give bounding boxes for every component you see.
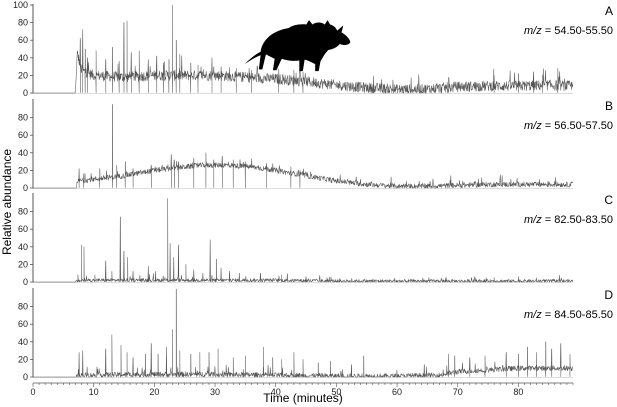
trace-line [33, 104, 574, 189]
x-axis: 0 10 20 30 40 50 60 70 80 [30, 382, 574, 397]
y-tick-label: 100 [13, 0, 28, 10]
y-tick-label: 40 [18, 242, 28, 252]
y-tick-label: 60 [18, 224, 28, 234]
mz-symbol: m/z [524, 120, 542, 132]
panel-a: 0 20 40 60 80 100 Am/z = 54.50-55.50 [13, 0, 613, 98]
panels-group: 0 20 40 60 80 100 Am/z = 54.50-55.50 0 20 40 60 80 B… [13, 0, 613, 382]
y-tick-label: 0 [23, 372, 28, 382]
trace-line [33, 198, 574, 283]
y-tick-label: 40 [18, 337, 28, 347]
y-tick-label: 80 [18, 18, 28, 28]
y-tick-label: 80 [18, 207, 28, 217]
panel-d: 0 20 40 60 80 Dm/z = 84.50-85.50 [18, 288, 613, 382]
x-tick-label: 70 [453, 387, 463, 397]
y-tick-label: 80 [18, 302, 28, 312]
trace-line [33, 288, 574, 378]
mz-symbol: m/z [524, 25, 542, 37]
mz-symbol: m/z [524, 309, 542, 321]
y-tick-label: 80 [18, 113, 28, 123]
x-tick-label: 80 [513, 387, 523, 397]
trace-line [33, 4, 574, 94]
ceratopsian-dinosaur-silhouette [244, 20, 351, 72]
panel-letter: B [605, 99, 613, 113]
panel-letter: C [604, 193, 613, 207]
y-tick-label: 60 [18, 35, 28, 45]
panel-b: 0 20 40 60 80 Bm/z = 56.50-57.50 [18, 99, 613, 193]
x-tick-label: 60 [392, 387, 402, 397]
y-tick-label: 0 [23, 88, 28, 98]
x-axis-title: Time (minutes) [263, 391, 343, 405]
panel-letter: A [605, 4, 613, 18]
mz-range-label: m/z = 54.50-55.50 [524, 25, 613, 37]
mz-symbol: m/z [524, 214, 542, 226]
y-tick-label: 20 [18, 165, 28, 175]
mz-range-label: m/z = 84.50-85.50 [524, 309, 613, 321]
x-tick-label: 10 [89, 387, 99, 397]
x-tick-label: 20 [149, 387, 159, 397]
y-tick-label: 20 [18, 354, 28, 364]
x-tick-label: 40 [271, 387, 281, 397]
mz-range-value: = 54.50-55.50 [542, 25, 613, 37]
mz-range-label: m/z = 56.50-57.50 [524, 120, 613, 132]
y-tick-label: 0 [23, 277, 28, 287]
mz-range-value: = 82.50-83.50 [542, 214, 613, 226]
panel-letter: D [604, 288, 613, 302]
mz-range-value: = 56.50-57.50 [542, 120, 613, 132]
y-tick-label: 0 [23, 183, 28, 193]
y-tick-label: 60 [18, 130, 28, 140]
y-tick-label: 20 [18, 70, 28, 80]
y-tick-label: 40 [18, 53, 28, 63]
x-tick-label: 50 [331, 387, 341, 397]
y-axis-title: Relative abundance [0, 149, 14, 255]
y-tick-label: 40 [18, 148, 28, 158]
y-tick-label: 60 [18, 319, 28, 329]
panel-c: 0 20 40 60 80 Cm/z = 82.50-83.50 [18, 193, 613, 287]
y-tick-label: 20 [18, 259, 28, 269]
x-tick-label: 30 [210, 387, 220, 397]
mz-range-label: m/z = 82.50-83.50 [524, 214, 613, 226]
mz-range-value: = 84.50-85.50 [542, 309, 613, 321]
x-tick-label: 0 [30, 387, 35, 397]
